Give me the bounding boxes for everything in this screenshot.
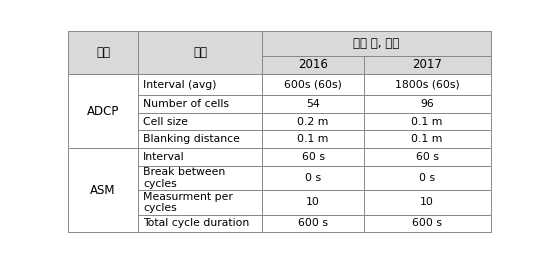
Bar [263,148,364,166]
Text: 0.1 m: 0.1 m [411,116,443,127]
Bar [263,74,364,95]
Bar [263,113,364,130]
Text: 0.1 m: 0.1 m [298,134,329,144]
Bar [68,31,138,74]
Text: Measurment per
cycles: Measurment per cycles [143,192,233,213]
Text: 2016: 2016 [298,58,328,72]
Bar [364,130,490,148]
Bar [364,190,490,215]
Text: 설정 값, 단위: 설정 값, 단위 [353,37,399,50]
Text: 0.2 m: 0.2 m [298,116,329,127]
Bar [68,148,138,232]
Bar [364,95,490,113]
Bar [263,190,364,215]
Text: Interval: Interval [143,152,185,162]
Text: 600s (60s): 600s (60s) [284,80,342,90]
Bar [263,130,364,148]
Bar [364,148,490,166]
Text: ASM: ASM [90,184,116,197]
Text: ADCP: ADCP [87,105,119,118]
Text: 0.1 m: 0.1 m [411,134,443,144]
Text: 60 s: 60 s [416,152,439,162]
Bar [138,190,263,215]
Bar [138,148,263,166]
Bar [138,166,263,190]
Text: 600 s: 600 s [298,218,328,228]
Text: Break between
cycles: Break between cycles [143,167,225,189]
Text: Blanking distance: Blanking distance [143,134,240,144]
Bar [364,166,490,190]
Bar [138,95,263,113]
Text: 2017: 2017 [412,58,442,72]
Bar [263,31,490,56]
Text: 600 s: 600 s [412,218,442,228]
Text: 10: 10 [420,197,434,207]
Bar [263,56,364,74]
Text: 10: 10 [306,197,320,207]
Text: Total cycle duration: Total cycle duration [143,218,249,228]
Text: 1800s (60s): 1800s (60s) [395,80,459,90]
Bar [364,56,490,74]
Bar [138,215,263,232]
Text: 0 s: 0 s [305,173,321,183]
Bar [364,74,490,95]
Text: Interval (avg): Interval (avg) [143,80,216,90]
Bar [138,31,263,74]
Text: 60 s: 60 s [301,152,325,162]
Bar [364,113,490,130]
Text: 54: 54 [306,99,320,109]
Text: Cell size: Cell size [143,116,188,127]
Bar [364,215,490,232]
Bar [138,130,263,148]
Bar [138,74,263,95]
Text: Number of cells: Number of cells [143,99,229,109]
Bar [263,215,364,232]
Text: 96: 96 [420,99,434,109]
Bar [263,166,364,190]
Text: 구분: 구분 [193,46,207,59]
Text: 0 s: 0 s [419,173,435,183]
Bar [263,95,364,113]
Text: 장비: 장비 [96,46,110,59]
Bar [68,74,138,148]
Bar [138,113,263,130]
